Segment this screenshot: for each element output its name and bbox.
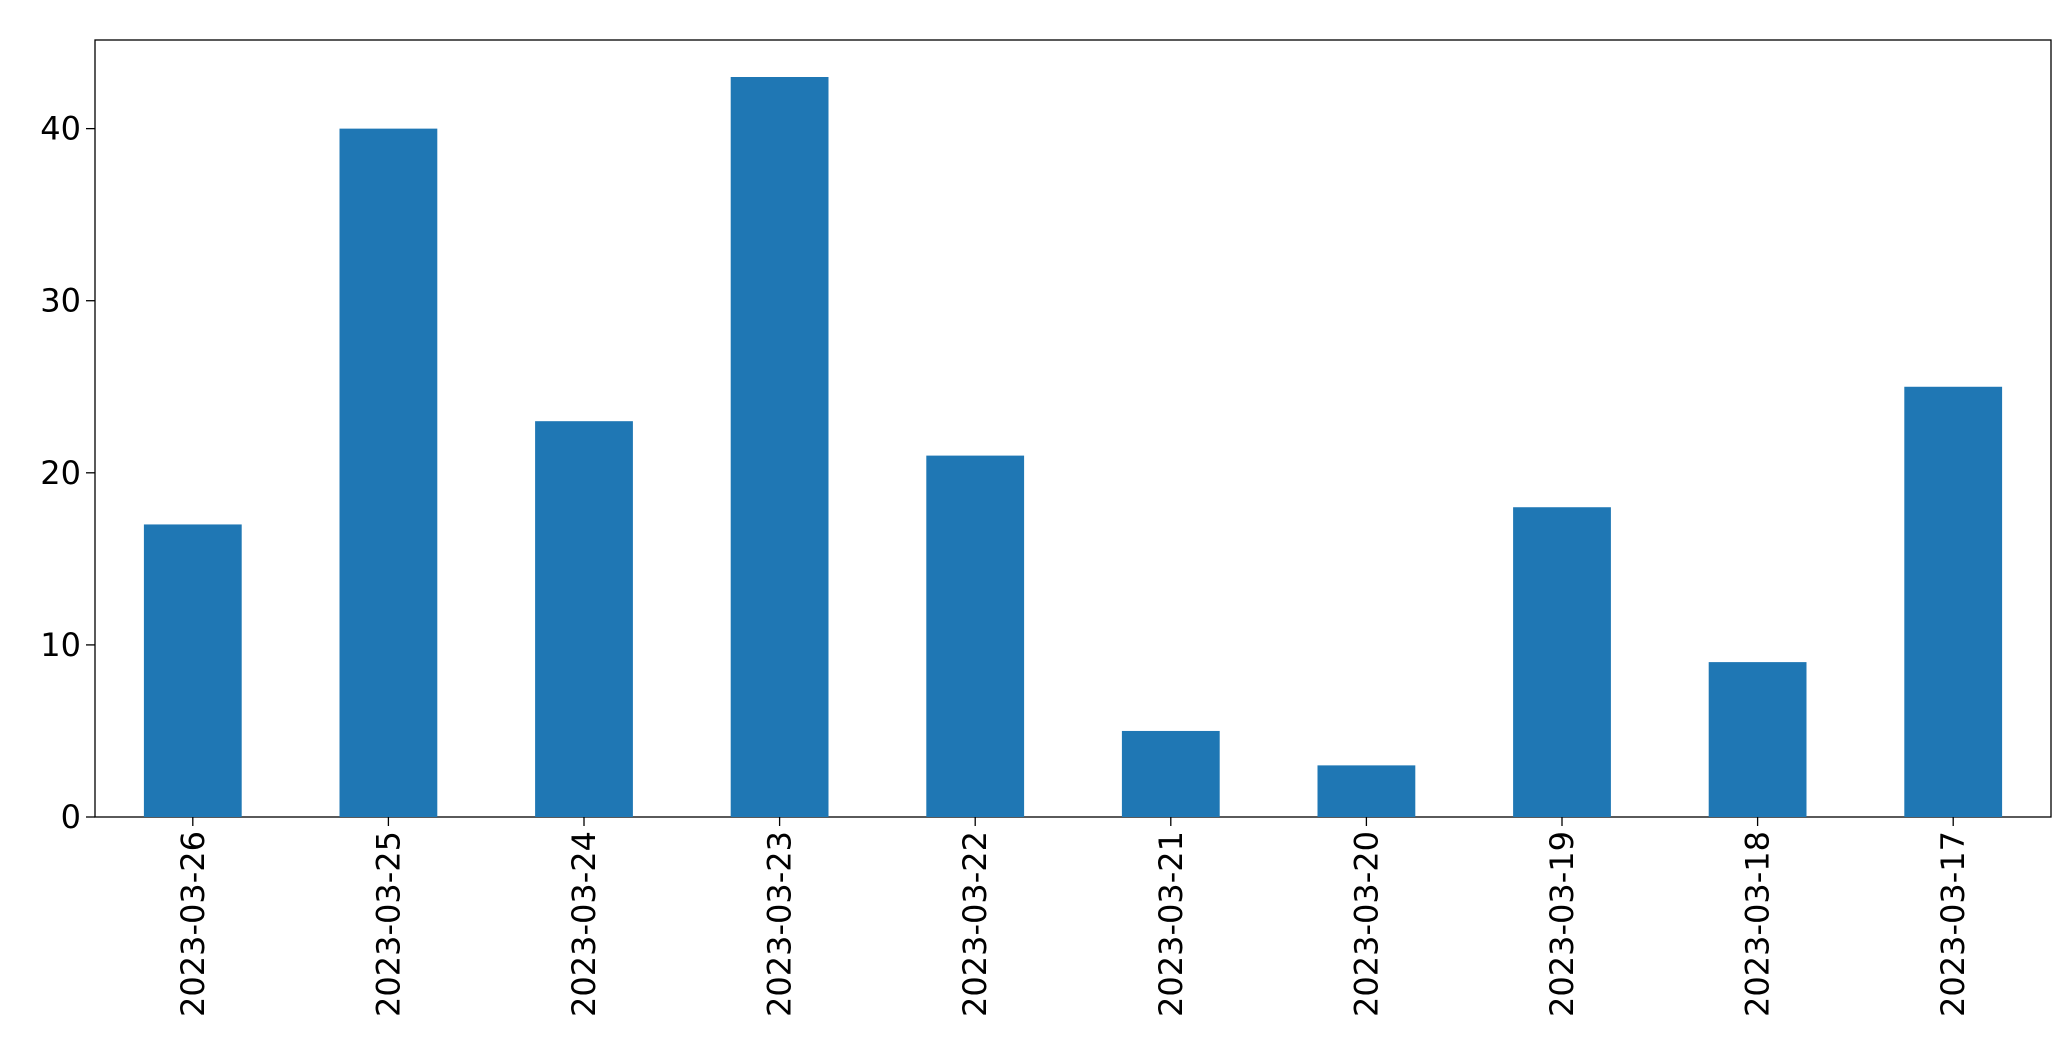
- bar: [1317, 765, 1416, 817]
- x-tick-label: 2023-03-24: [565, 831, 603, 1017]
- bar: [535, 421, 633, 817]
- x-tick-label: 2023-03-22: [956, 831, 994, 1017]
- bar: [1708, 662, 1807, 817]
- x-tick-label: 2023-03-19: [1543, 831, 1581, 1017]
- y-tick-label: 30: [40, 282, 81, 320]
- plot-frame: [94, 39, 2052, 818]
- x-tick-label: 2023-03-21: [1152, 831, 1190, 1017]
- y-tick-label: 0: [61, 798, 81, 836]
- bar: [339, 128, 438, 817]
- y-tick-label: 40: [40, 110, 81, 148]
- bar: [143, 524, 242, 817]
- x-tick-label: 2023-03-18: [1739, 831, 1777, 1017]
- bar: [926, 455, 1025, 817]
- x-tick-label: 2023-03-26: [174, 831, 212, 1017]
- x-tick-label: 2023-03-20: [1347, 831, 1385, 1017]
- bar: [1513, 507, 1611, 817]
- bar: [1904, 386, 2003, 817]
- bar: [1121, 730, 1220, 817]
- x-tick-label: 2023-03-25: [369, 831, 407, 1017]
- x-tick-label: 2023-03-17: [1934, 831, 1972, 1017]
- x-tick-label: 2023-03-23: [761, 831, 799, 1017]
- y-tick-label: 10: [40, 626, 81, 664]
- y-tick-label: 20: [40, 454, 81, 492]
- bar: [730, 77, 829, 817]
